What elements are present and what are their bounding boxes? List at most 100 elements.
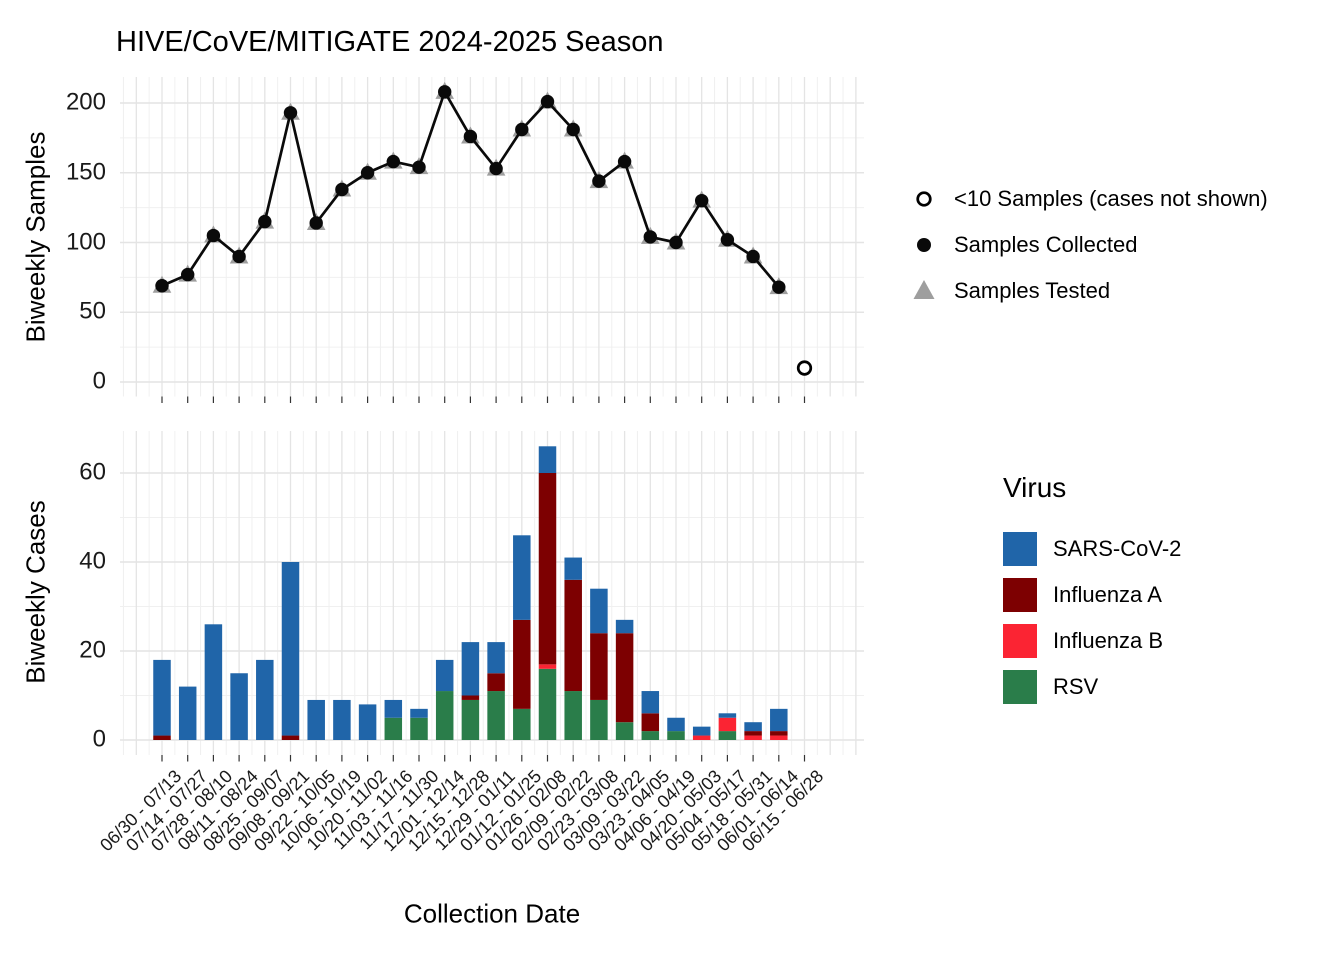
top-y-tick-label: 100 <box>65 227 106 255</box>
stacked-bars <box>153 446 788 740</box>
bar-segment-rsv <box>487 691 505 740</box>
bar-segment-rsv <box>615 722 634 740</box>
bar-segment-influenza-a <box>153 735 171 740</box>
collected-point <box>283 106 298 120</box>
bar-segment-rsv <box>538 668 557 740</box>
filled-circle-icon <box>906 230 942 260</box>
bottom-y-tick-label: 40 <box>79 547 106 575</box>
legend-label-sars: SARS-CoV-2 <box>1053 536 1182 561</box>
top-y-tick-label: 150 <box>65 158 106 186</box>
collected-point <box>309 216 323 230</box>
collected-point <box>360 166 375 180</box>
bar-segment-influenza-b <box>538 664 557 669</box>
bar-segment-influenza-b <box>718 717 737 732</box>
bar-segment-rsv <box>435 691 454 740</box>
legend-label-lt10: <10 Samples (cases not shown) <box>954 186 1268 211</box>
bar-segment-influenza-b <box>692 735 711 740</box>
legend-label-flu-a: Influenza A <box>1053 582 1162 607</box>
bar-segment-sars-cov-2 <box>461 642 480 696</box>
bar-segment-influenza-a <box>744 731 762 736</box>
bar-segment-rsv <box>641 731 660 740</box>
bottom-y-tick-label: 20 <box>79 636 106 664</box>
collected-point <box>489 161 503 176</box>
legend-row-flu-a: Influenza A <box>1003 572 1181 618</box>
rsv-swatch <box>1003 670 1037 704</box>
bar-segment-sars-cov-2 <box>487 642 505 674</box>
legend-row-sars: SARS-CoV-2 <box>1003 526 1181 572</box>
collected-point <box>412 160 426 174</box>
bar-segment-sars-cov-2 <box>153 659 171 736</box>
top-panel-grid-x-ticks <box>161 396 806 403</box>
collected-point <box>258 214 272 229</box>
collected-point <box>181 267 195 282</box>
bar-segment-sars-cov-2 <box>744 722 762 732</box>
bar-segment-rsv <box>410 717 428 740</box>
bar-segment-influenza-a <box>641 713 660 732</box>
collected-point <box>515 122 529 137</box>
bar-segment-rsv <box>667 731 685 740</box>
bar-segment-sars-cov-2 <box>667 717 685 732</box>
collected-point <box>746 249 760 264</box>
collected-point <box>463 129 478 144</box>
bar-segment-influenza-a <box>770 731 788 736</box>
bar-segment-sars-cov-2 <box>230 673 248 740</box>
legend-row-lt10: <10 Samples (cases not shown) <box>906 176 1268 222</box>
bar-segment-rsv <box>384 717 403 740</box>
collected-point <box>617 154 632 169</box>
collected-point <box>335 182 349 197</box>
bar-segment-rsv <box>718 731 737 740</box>
legend-label-flu-b: Influenza B <box>1053 628 1164 653</box>
legend-row-flu-b: Influenza B <box>1003 618 1181 664</box>
collected-point <box>386 154 400 169</box>
bar-segment-sars-cov-2 <box>307 699 325 740</box>
bar-segment-sars-cov-2 <box>435 659 454 692</box>
bar-segment-sars-cov-2 <box>641 691 660 714</box>
bar-segment-sars-cov-2 <box>718 713 737 718</box>
open-circle-icon <box>906 184 942 214</box>
x-axis-title: Collection Date <box>403 898 581 929</box>
samples-collected-points <box>155 85 786 294</box>
legend-label-tested: Samples Tested <box>954 278 1111 303</box>
top-y-tick-label: 50 <box>79 297 106 325</box>
collected-point <box>438 85 452 99</box>
collected-point <box>540 94 555 109</box>
bar-segment-influenza-a <box>461 695 480 700</box>
virus-legend: Virus SARS-CoV-2 Influenza A Influenza B… <box>1003 472 1181 710</box>
top-y-tick-label: 200 <box>65 88 106 116</box>
bar-segment-rsv <box>513 708 531 740</box>
bottom-y-tick-label: 60 <box>79 458 106 486</box>
bar-segment-sars-cov-2 <box>281 562 300 736</box>
virus-legend-title: Virus <box>1003 472 1067 503</box>
top-y-tick-label: 0 <box>92 367 106 395</box>
influenza-a-swatch <box>1003 578 1037 612</box>
top-panel-grid <box>120 77 864 397</box>
collected-point <box>720 233 735 247</box>
legend-label-collected: Samples Collected <box>954 232 1138 257</box>
collected-point <box>232 249 246 264</box>
bar-segment-sars-cov-2 <box>410 708 428 718</box>
bar-segment-rsv <box>461 699 480 740</box>
legend-row-rsv: RSV <box>1003 664 1181 710</box>
sars-cov-2-swatch <box>1003 532 1037 566</box>
bar-segment-sars-cov-2 <box>358 704 377 740</box>
bar-segment-sars-cov-2 <box>333 699 351 740</box>
bar-segment-sars-cov-2 <box>590 588 608 634</box>
collected-point <box>566 122 580 137</box>
bar-segment-influenza-b <box>770 735 788 740</box>
influenza-b-swatch <box>1003 624 1037 658</box>
collected-point <box>695 193 709 208</box>
legend-label-rsv: RSV <box>1053 674 1099 699</box>
bar-segment-sars-cov-2 <box>564 557 582 580</box>
bar-segment-sars-cov-2 <box>538 446 557 473</box>
bar-segment-influenza-a <box>538 473 557 665</box>
chart-title: HIVE/CoVE/MITIGATE 2024-2025 Season <box>116 26 664 58</box>
bar-segment-rsv <box>590 699 608 740</box>
collected-point <box>155 279 169 293</box>
bar-segment-sars-cov-2 <box>178 686 197 740</box>
samples-legend: <10 Samples (cases not shown) Samples Co… <box>906 176 1268 314</box>
bar-segment-influenza-a <box>487 673 505 692</box>
collected-point <box>206 228 221 243</box>
collected-point <box>643 230 657 244</box>
